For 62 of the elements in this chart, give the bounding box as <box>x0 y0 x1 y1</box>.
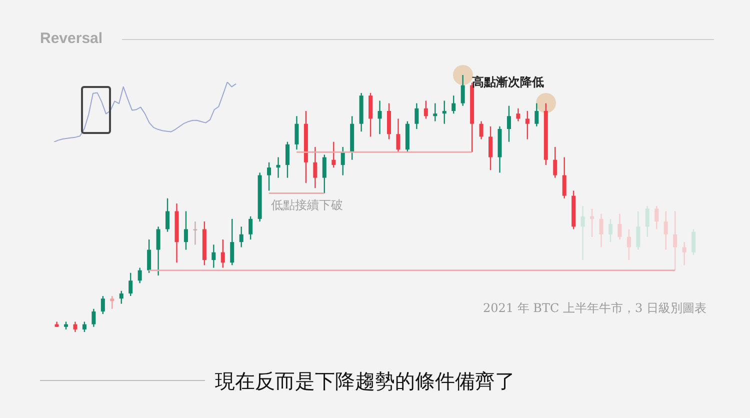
candlestick <box>664 210 668 250</box>
candlestick <box>166 198 170 232</box>
candlestick <box>692 228 696 256</box>
candlestick <box>636 210 640 250</box>
candlestick <box>378 100 382 135</box>
candlestick <box>138 267 142 284</box>
candlestick <box>184 210 188 250</box>
candlestick <box>248 216 253 240</box>
candlestick <box>525 110 530 140</box>
candlestick <box>313 146 318 189</box>
candlestick <box>599 213 604 248</box>
candlestick <box>322 154 326 194</box>
candlestick <box>488 126 493 171</box>
candlestick <box>553 146 558 178</box>
candlestick <box>147 238 152 274</box>
candlestick <box>368 92 373 138</box>
candlestick <box>92 308 96 328</box>
candlestick <box>682 241 686 266</box>
candlestick <box>285 141 290 178</box>
candlestick <box>414 102 419 130</box>
ref-line-label: 低點接續下破 <box>270 198 343 212</box>
candlestick <box>276 156 280 178</box>
candlestick <box>460 75 465 106</box>
candlestick <box>110 295 114 310</box>
annotation: 2021 年 BTC 上半年牛市，3 日級別圖表 <box>483 300 706 317</box>
candlestick <box>452 94 456 114</box>
candlestick <box>645 205 650 238</box>
candlestick <box>562 156 566 199</box>
chart-title: Reversal <box>40 30 103 47</box>
candlestick <box>294 116 299 150</box>
candlestick <box>82 321 86 332</box>
candlestick <box>433 102 438 122</box>
candlestick <box>424 100 428 120</box>
text: 現在反而是下降趨勢的條件備齊了 <box>215 368 515 395</box>
candlestick <box>618 213 622 240</box>
candlestick <box>442 100 446 124</box>
candlestick <box>267 162 272 192</box>
candlestick <box>673 210 678 271</box>
candlestick <box>396 118 400 153</box>
candlestick <box>239 226 244 248</box>
candlestick <box>340 146 345 176</box>
candlestick <box>100 295 105 315</box>
candlestick <box>506 105 511 142</box>
candlestick <box>220 238 225 268</box>
candlestick <box>128 272 133 297</box>
candlestick <box>534 102 539 127</box>
candlestick <box>73 321 78 332</box>
annotation: 高點漸次降低 <box>472 74 544 91</box>
candlestick <box>479 120 484 140</box>
candlestick <box>516 108 520 122</box>
candlestick <box>193 220 198 246</box>
candlestick <box>119 290 124 304</box>
candlestick <box>332 141 336 168</box>
candlestick <box>156 226 160 276</box>
candlestick <box>654 205 659 230</box>
candlestick <box>608 218 612 243</box>
candlestick <box>626 228 631 261</box>
candlestick <box>386 102 391 140</box>
candlestick <box>212 244 216 268</box>
candlestick <box>590 208 594 238</box>
candlestick <box>230 218 234 266</box>
candlestick <box>580 205 585 261</box>
